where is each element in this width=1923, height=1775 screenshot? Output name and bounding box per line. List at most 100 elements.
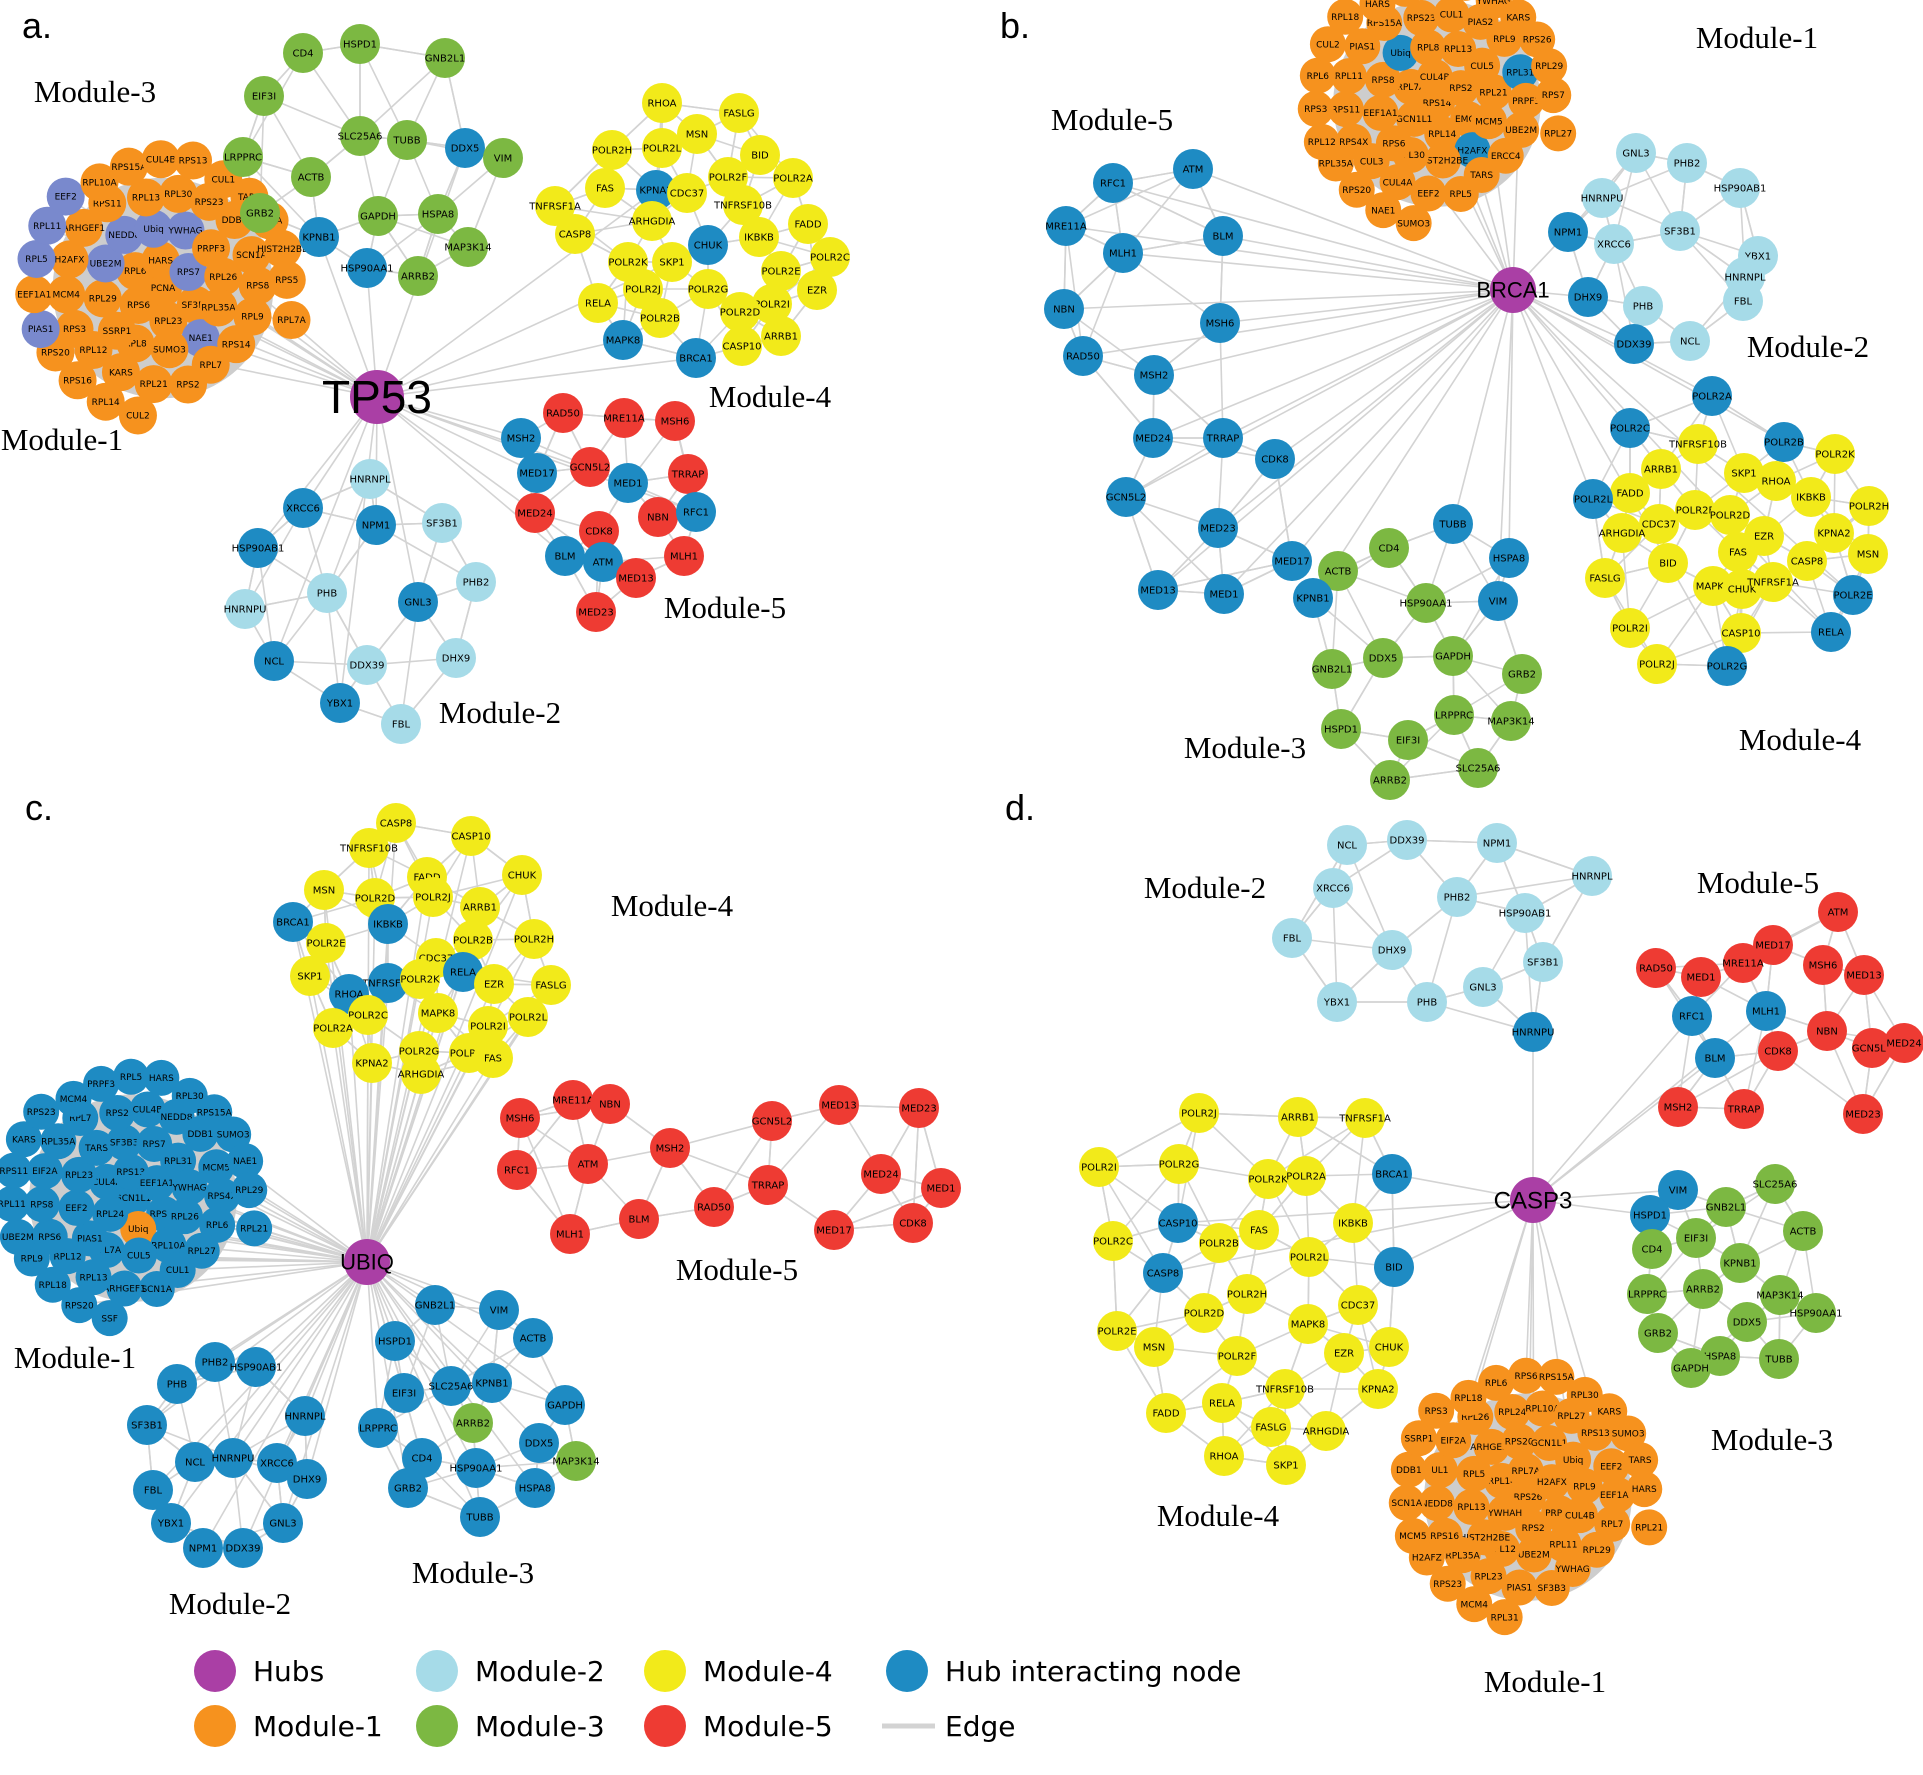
- node-circle-HIST2H2BE[interactable]: [1424, 142, 1461, 179]
- node-circle-MRE11A[interactable]: [553, 1080, 593, 1120]
- node-circle-RAD50[interactable]: [694, 1187, 734, 1227]
- node-circle-RPL9[interactable]: [1566, 1468, 1603, 1505]
- graph-node-FBL[interactable]: FBL: [133, 1470, 173, 1510]
- graph-node-NPM1[interactable]: NPM1: [1548, 212, 1588, 252]
- graph-node-RPS4X[interactable]: RPS4X: [204, 1177, 241, 1214]
- hub-node-BRCA1[interactable]: BRCA1: [1476, 267, 1550, 313]
- graph-node-DDX39[interactable]: DDX39: [223, 1528, 263, 1568]
- node-circle-DHX9[interactable]: [1568, 277, 1608, 317]
- graph-node-ARRB1[interactable]: ARRB1: [1641, 449, 1681, 489]
- graph-node-ERCC4[interactable]: ERCC4: [1487, 137, 1524, 174]
- graph-node-MAP3K14[interactable]: MAP3K14: [444, 227, 492, 267]
- node-circle-ATM[interactable]: [568, 1144, 608, 1184]
- node-circle-NBN[interactable]: [638, 497, 678, 537]
- graph-node-YBX1[interactable]: YBX1: [151, 1503, 191, 1543]
- graph-node-ARHGEF1[interactable]: ARHGEF1: [62, 208, 105, 247]
- node-circle-RPL8[interactable]: [1410, 29, 1447, 66]
- node-circle-RPL11[interactable]: [28, 206, 67, 245]
- graph-node-EIF3I[interactable]: EIF3I: [384, 1373, 424, 1413]
- node-circle-FBL[interactable]: [381, 704, 421, 744]
- graph-node-RPS7[interactable]: RPS7: [169, 253, 208, 292]
- node-circle-EZR[interactable]: [474, 964, 514, 1004]
- node-circle-MSH6[interactable]: [655, 401, 695, 441]
- node-circle-RAD50[interactable]: [1636, 948, 1676, 988]
- graph-node-RPL24[interactable]: RPL24: [1494, 1393, 1531, 1430]
- node-circle-EIF3I[interactable]: [1388, 720, 1428, 760]
- graph-node-RPL23[interactable]: RPL23: [149, 301, 188, 340]
- graph-node-NEDD8[interactable]: NEDD8: [105, 215, 144, 254]
- graph-node-POLR2J[interactable]: POLR2J: [1179, 1093, 1219, 1133]
- graph-node-CUL1[interactable]: CUL1: [159, 1251, 196, 1288]
- node-circle-SF3B1[interactable]: [1660, 211, 1700, 251]
- graph-node-RPL12[interactable]: RPL12: [1303, 123, 1340, 160]
- node-circle-HARS[interactable]: [1359, 0, 1396, 22]
- node-circle-VIM[interactable]: [483, 138, 523, 178]
- node-circle-MLH1[interactable]: [1103, 233, 1143, 273]
- node-circle-ARHGDIA[interactable]: [1306, 1411, 1346, 1451]
- graph-node-DDX39[interactable]: DDX39: [1387, 820, 1427, 860]
- graph-node-RPL31[interactable]: RPL31: [1486, 1599, 1523, 1636]
- node-circle-BLM[interactable]: [545, 536, 585, 576]
- node-circle-CASP10[interactable]: [722, 326, 762, 366]
- graph-node-RPL23[interactable]: RPL23: [61, 1156, 98, 1193]
- graph-node-GAPDH[interactable]: GAPDH: [1671, 1348, 1711, 1388]
- graph-node-HNRNPU[interactable]: HNRNPU: [212, 1438, 255, 1478]
- node-circle-IKBKB[interactable]: [739, 217, 779, 257]
- node-circle-CUL4B[interactable]: [141, 140, 180, 179]
- graph-node-MSH2[interactable]: MSH2: [501, 418, 541, 458]
- graph-node-CHUK[interactable]: CHUK: [688, 225, 728, 265]
- node-circle-BLM[interactable]: [1203, 216, 1243, 256]
- graph-node-HSP90AB1[interactable]: HSP90AB1: [230, 1347, 283, 1387]
- graph-node-EEF1A2[interactable]: EEF1A2: [1599, 1476, 1636, 1513]
- graph-node-MCM4[interactable]: MCM4: [1456, 1586, 1493, 1623]
- node-circle-EIF3I[interactable]: [384, 1373, 424, 1413]
- graph-node-POLR2H[interactable]: POLR2H: [1227, 1274, 1267, 1314]
- node-circle-POLR2E[interactable]: [761, 251, 801, 291]
- graph-node-POLR2D[interactable]: POLR2D: [1710, 495, 1751, 535]
- node-circle-RPS11[interactable]: [1327, 91, 1364, 128]
- graph-node-MED24[interactable]: MED24: [1133, 418, 1173, 458]
- node-circle-RPL31[interactable]: [1502, 54, 1539, 91]
- graph-node-MAPK8[interactable]: MAPK8: [603, 320, 643, 360]
- node-circle-RPL27[interactable]: [1540, 115, 1577, 152]
- node-circle-MSN[interactable]: [1848, 534, 1888, 574]
- graph-node-RPS5[interactable]: RPS5: [267, 260, 306, 299]
- node-circle-PHB2[interactable]: [195, 1342, 235, 1382]
- graph-node-MLH1[interactable]: MLH1: [1103, 233, 1143, 273]
- graph-node-H2AFX[interactable]: H2AFX: [50, 240, 89, 279]
- node-circle-CHUK[interactable]: [688, 225, 728, 265]
- graph-node-EIF3I[interactable]: EIF3I: [1676, 1218, 1716, 1258]
- graph-node-KPNB1[interactable]: KPNB1: [1293, 578, 1333, 618]
- graph-node-HSPA8[interactable]: HSPA8: [515, 1468, 555, 1508]
- node-circle-EEF1A1[interactable]: [15, 275, 54, 314]
- node-circle-MED23[interactable]: [899, 1088, 939, 1128]
- node-circle-YWHAH[interactable]: [1487, 1494, 1524, 1531]
- graph-node-EEF1A1[interactable]: EEF1A1: [15, 275, 54, 314]
- graph-node-SKP1[interactable]: SKP1: [290, 956, 330, 996]
- node-circle-RPL7A[interactable]: [272, 301, 311, 340]
- graph-node-HSP90AA1[interactable]: HSP90AA1: [341, 248, 394, 288]
- graph-node-RPS20[interactable]: RPS20: [1338, 171, 1375, 208]
- hub-circle[interactable]: [350, 370, 404, 424]
- graph-node-CD4[interactable]: CD4: [402, 1438, 442, 1478]
- graph-node-FASLG[interactable]: FASLG: [719, 93, 759, 133]
- node-circle-GNB2L1[interactable]: [1706, 1187, 1746, 1227]
- graph-node-CUL2[interactable]: CUL2: [118, 396, 157, 435]
- graph-node-CHUK[interactable]: CHUK: [1722, 569, 1762, 609]
- node-circle-DHX9[interactable]: [436, 638, 476, 678]
- node-circle-HSPD1[interactable]: [340, 24, 380, 64]
- graph-node-SF3B1[interactable]: SF3B1: [1660, 211, 1700, 251]
- graph-node-GRB2[interactable]: GRB2: [1638, 1313, 1678, 1353]
- node-circle-RPS20[interactable]: [61, 1287, 98, 1324]
- graph-node-MLH1[interactable]: MLH1: [1746, 991, 1786, 1031]
- node-circle-MCM5[interactable]: [1470, 103, 1507, 140]
- graph-node-HSPD1[interactable]: HSPD1: [1321, 709, 1361, 749]
- graph-node-FADD[interactable]: FADD: [1610, 473, 1650, 513]
- graph-node-RPL6[interactable]: RPL6: [1478, 1364, 1515, 1401]
- graph-node-SSRP1[interactable]: SSRP1: [1400, 1420, 1437, 1457]
- graph-node-RELA[interactable]: RELA: [578, 283, 618, 323]
- graph-node-CD4[interactable]: CD4: [283, 33, 323, 73]
- graph-node-RPS23[interactable]: RPS23: [1403, 0, 1440, 36]
- node-circle-SKP1[interactable]: [290, 956, 330, 996]
- node-circle-CDC37[interactable]: [1338, 1285, 1378, 1325]
